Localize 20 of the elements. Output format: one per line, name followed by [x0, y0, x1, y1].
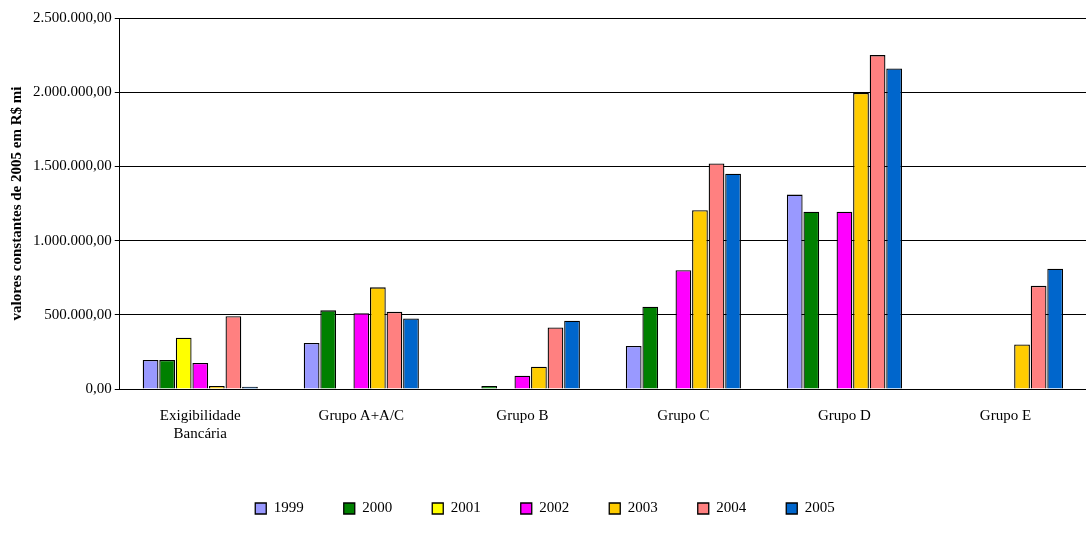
x-tick-label: Grupo E	[979, 406, 1032, 423]
legend-label: 2002	[539, 499, 570, 516]
y-tick-label: 2.000.000,00	[33, 83, 112, 100]
legend-label: 2001	[450, 499, 481, 516]
x-tick-label: Exigibilidade Bancária	[159, 406, 242, 441]
y-tick-label: 1.000.000,00	[33, 231, 112, 248]
legend-label: 2000	[362, 499, 393, 516]
y-tick-label: 0,00	[85, 379, 112, 396]
legend-label: 2003	[627, 499, 658, 516]
y-axis-title: valores constantes de 2005 em R$ mi	[7, 86, 24, 321]
legend-label: 1999	[273, 499, 304, 516]
x-tick-label: Grupo A+A/C	[318, 406, 405, 423]
y-tick-label: 500.000,00	[44, 305, 112, 322]
y-tick-label: 2.500.000,00	[33, 8, 112, 25]
x-tick-label: Grupo C	[657, 406, 710, 423]
legend-label: 2005	[804, 499, 835, 516]
y-tick-label: 1.500.000,00	[33, 157, 112, 174]
x-tick-label: Grupo D	[817, 406, 872, 423]
x-tick-label: Grupo B	[496, 406, 549, 423]
legend-label: 2004	[716, 499, 747, 516]
